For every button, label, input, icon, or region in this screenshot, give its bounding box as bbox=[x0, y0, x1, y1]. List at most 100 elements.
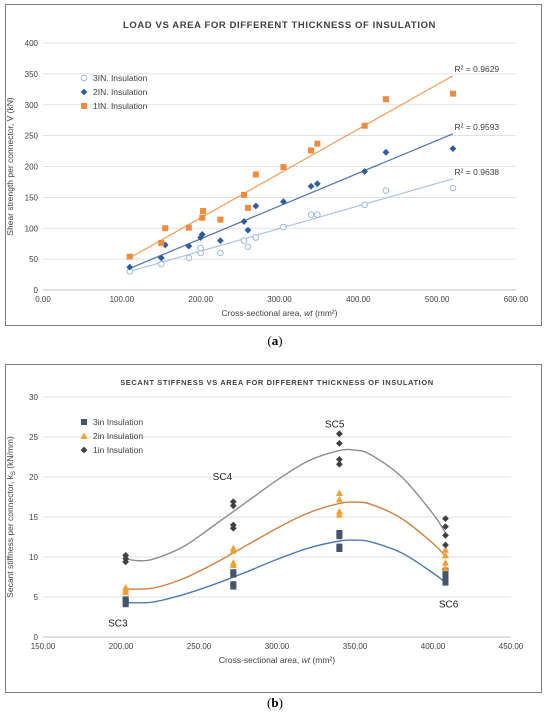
chart-a-point bbox=[308, 147, 315, 154]
chart-a-svg: LOAD VS AREA FOR DIFFERENT THICKNESS OF … bbox=[5, 20, 529, 318]
chart-b-fit-curve bbox=[125, 448, 447, 562]
chart-b-annotation: SC4 bbox=[213, 472, 233, 483]
chart-a-ytick-label: 150 bbox=[25, 193, 39, 202]
chart-a-point bbox=[126, 263, 134, 271]
chart-a-xtick-label: 300.00 bbox=[267, 295, 292, 304]
chart-b-series-0 bbox=[122, 530, 449, 608]
chart-a-point bbox=[252, 171, 259, 178]
caption-b: (b) bbox=[267, 695, 283, 710]
chart-a-xtick-label: 200.00 bbox=[188, 295, 213, 304]
chart-b-legend-marker bbox=[80, 432, 88, 439]
chart-b-point bbox=[441, 564, 449, 572]
chart-b-legend-label: 3in Insulation bbox=[93, 417, 143, 427]
chart-b-xtick-label: 350.00 bbox=[343, 642, 368, 651]
chart-b-point bbox=[229, 502, 237, 510]
chart-b-ytick-label: 20 bbox=[29, 473, 38, 482]
chart-b-point bbox=[122, 552, 130, 559]
chart-a-trendline bbox=[129, 75, 454, 259]
chart-a-point bbox=[240, 237, 248, 244]
chart-b-point bbox=[442, 541, 449, 549]
chart-a-point bbox=[252, 234, 260, 241]
chart-b-point bbox=[441, 559, 449, 566]
chart-b-legend-marker bbox=[80, 446, 88, 454]
chart-b-point bbox=[442, 515, 449, 522]
chart-a-ytick-label: 250 bbox=[25, 132, 39, 141]
chart-b-point bbox=[336, 533, 343, 540]
chart-a-legend-label: 1IN. Insulation bbox=[93, 101, 148, 111]
chart-a-point bbox=[449, 184, 457, 192]
chart-a-point bbox=[361, 122, 368, 129]
chart-b-point bbox=[336, 543, 343, 550]
chart-b-point bbox=[122, 596, 129, 603]
chart-a-ytick-label: 300 bbox=[25, 101, 39, 110]
chart-b-annotation: SC3 bbox=[108, 619, 128, 630]
chart-b-point bbox=[230, 569, 237, 576]
chart-a-point bbox=[307, 211, 315, 218]
chart-a-point bbox=[382, 187, 390, 194]
chart-a-point bbox=[361, 168, 369, 175]
chart-a-point bbox=[449, 90, 456, 97]
chart-a-ytick-label: 100 bbox=[25, 224, 39, 233]
chart-a-point bbox=[313, 180, 321, 188]
chart-b-xlabel: Cross-sectional area, wt (mm²) bbox=[219, 655, 335, 665]
chart-b-point bbox=[229, 559, 237, 566]
chart-a-point bbox=[197, 244, 204, 252]
chart-b-ylabel: Secant stiffness per connector, kS (kN/m… bbox=[6, 436, 17, 598]
chart-a-series-1: R² = 0.9593 bbox=[126, 122, 499, 271]
chart-a-point bbox=[244, 204, 251, 211]
chart-b-point bbox=[229, 521, 237, 529]
chart-b-xtick-label: 250.00 bbox=[187, 642, 212, 651]
chart-a-xtick-label: 500.00 bbox=[425, 295, 450, 304]
chart-a-series-0: R² = 0.9638 bbox=[126, 167, 500, 275]
chart-b-xtick-label: 400.00 bbox=[421, 642, 446, 651]
chart-a-ytick-label: 400 bbox=[25, 39, 39, 48]
chart-a-point bbox=[252, 202, 260, 210]
chart-a-legend-label: 3IN. Insulation bbox=[93, 73, 148, 83]
chart-a-ytick-label: 350 bbox=[25, 70, 39, 79]
chart-b-ytick-label: 5 bbox=[34, 593, 39, 602]
chart-b-legend-label: 2in Insulation bbox=[93, 431, 143, 441]
chart-b-point bbox=[335, 495, 343, 503]
chart-a-point bbox=[449, 145, 457, 152]
chart-b-ytick-label: 0 bbox=[34, 633, 39, 642]
chart-a-xtick-label: 600.00 bbox=[504, 295, 529, 304]
chart-b-point bbox=[442, 576, 449, 583]
chart-a-legend-label: 2IN. Insulation bbox=[93, 87, 148, 97]
chart-a-point bbox=[157, 260, 165, 268]
chart-a-legend-marker bbox=[80, 74, 88, 82]
caption-a-letter: a bbox=[271, 333, 279, 348]
chart-a-r2-label: R² = 0.9638 bbox=[455, 167, 500, 177]
chart-a-legend-marker bbox=[81, 103, 87, 109]
chart-a-point bbox=[126, 253, 133, 260]
chart-a-series-2: R² = 0.9629 bbox=[126, 64, 500, 260]
chart-a-xtick-label: 0.00 bbox=[35, 295, 51, 304]
chart-b-xtick-label: 150.00 bbox=[31, 642, 56, 651]
chart-a-point bbox=[158, 240, 165, 247]
chart-b-panel: SECANT STIFFNESS VS AREA FOR DIFFERENT T… bbox=[5, 364, 542, 693]
chart-a-ytick-label: 50 bbox=[29, 255, 38, 264]
chart-a-point bbox=[280, 164, 287, 171]
caption-a: (a) bbox=[267, 333, 283, 348]
chart-b-xtick-label: 300.00 bbox=[265, 642, 290, 651]
chart-b-legend: 3in Insulation 2in Insulation 1in Insulati… bbox=[80, 417, 143, 455]
chart-a-point bbox=[185, 224, 192, 231]
chart-b-ytick-label: 15 bbox=[29, 513, 38, 522]
chart-b-series-2 bbox=[122, 430, 449, 566]
chart-a-point bbox=[198, 231, 206, 238]
chart-b-point bbox=[336, 460, 343, 468]
chart-a-point bbox=[157, 254, 165, 262]
chart-a-point bbox=[314, 211, 321, 218]
chart-a-point bbox=[361, 201, 368, 209]
chart-b-point bbox=[336, 430, 343, 438]
chart-a-ytick-label: 0 bbox=[34, 286, 39, 295]
chart-a-point bbox=[162, 225, 169, 232]
chart-b-point bbox=[230, 581, 237, 588]
chart-b-xtick-label: 200.00 bbox=[109, 642, 134, 651]
chart-b-point bbox=[441, 546, 449, 553]
chart-b-annotation: SC6 bbox=[439, 599, 459, 610]
chart-a-point bbox=[307, 182, 315, 190]
chart-b-xtick-label: 450.00 bbox=[499, 642, 524, 651]
chart-b-point bbox=[336, 440, 343, 447]
chart-a-legend-marker bbox=[80, 88, 88, 96]
chart-a-r2-label: R² = 0.9629 bbox=[455, 64, 500, 74]
